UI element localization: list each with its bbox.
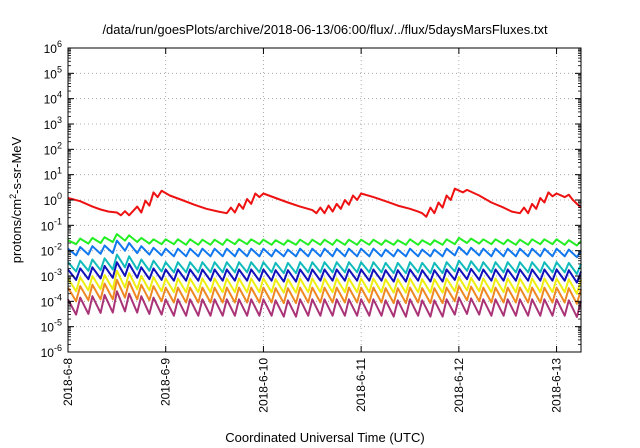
y-tick-label-exp: 5: [57, 64, 62, 74]
y-tick-label: 103: [44, 115, 62, 132]
series-line-8: [67, 290, 582, 318]
y-tick-label: 106: [44, 39, 62, 56]
y-tick-label-exp: -5: [54, 318, 62, 328]
y-tick-label-exp: 4: [57, 90, 62, 100]
x-tick-label: 2018-6-13: [550, 358, 564, 413]
y-tick-label-base: 10: [44, 194, 58, 208]
x-tick-label: 2018-6-10: [256, 358, 270, 413]
y-tick-label: 10-5: [41, 318, 62, 335]
y-tick-label-exp: 0: [57, 191, 62, 201]
y-tick-label-exp: -3: [54, 267, 62, 277]
x-tick-labels: 2018-6-8 2018-6-9 2018-6-10 2018-6-11 2018-6…: [61, 358, 564, 413]
y-tick-label: 102: [44, 140, 62, 157]
y-tick-label-base: 10: [44, 42, 58, 56]
x-tick-label: 2018-6-12: [452, 358, 466, 413]
y-axis-label: protons/cm2-s-sr-MeV: [8, 136, 24, 263]
series-line-5: [67, 261, 582, 284]
y-tick-label: 10-3: [41, 267, 62, 284]
y-tick-label-exp: -6: [54, 343, 62, 353]
y-tick-label-base: 10: [44, 67, 58, 81]
y-tick-label-base: 10: [41, 295, 55, 309]
y-tick-label-base: 10: [44, 118, 58, 132]
y-tick-label-exp: 3: [57, 115, 62, 125]
y-axis-label-sup: 2: [8, 194, 18, 199]
y-tick-label: 10-4: [41, 292, 62, 309]
y-tick-label-exp: -4: [54, 292, 62, 302]
y-tick-label-base: 10: [41, 270, 55, 284]
series-line-1: [67, 187, 582, 218]
y-tick-label-base: 10: [44, 93, 58, 107]
series-line-4: [67, 253, 582, 275]
y-axis-label-base: protons/cm: [9, 199, 24, 263]
y-tick-label: 101: [44, 166, 62, 183]
chart-title: /data/run/goesPlots/archive/2018-06-13/0…: [102, 22, 548, 37]
series-line-6: [67, 269, 582, 295]
x-tick-label: 2018-6-8: [61, 358, 75, 406]
y-tick-label-base: 10: [44, 169, 58, 183]
series-layer: [67, 187, 582, 318]
y-tick-label: 10-1: [41, 216, 62, 233]
y-axis-label-rest: -s-sr-MeV: [9, 136, 24, 193]
x-tick-label: 2018-6-11: [354, 358, 368, 412]
y-tick-label: 105: [44, 64, 62, 81]
y-tick-labels: 10-610-510-410-310-210-11001011021031041…: [41, 39, 62, 360]
y-tick-label-base: 10: [41, 219, 55, 233]
axis-ticks: [67, 47, 581, 353]
y-tick-label-exp: -2: [54, 242, 62, 252]
y-tick-label: 10-2: [41, 242, 62, 259]
y-tick-label-exp: 2: [57, 140, 62, 150]
y-tick-label: 104: [44, 90, 62, 107]
y-tick-label-base: 10: [41, 245, 55, 259]
x-tick-label: 2018-6-9: [159, 358, 173, 406]
series-line-7: [67, 278, 582, 305]
y-tick-label-exp: 6: [57, 39, 62, 49]
y-tick-label-base: 10: [44, 143, 58, 157]
series-line-3: [67, 239, 582, 259]
series-line-2: [67, 233, 582, 247]
y-tick-label-exp: 1: [57, 166, 62, 176]
y-tick-label-base: 10: [41, 321, 55, 335]
x-axis-label: Coordinated Universal Time (UTC): [225, 430, 424, 445]
y-tick-label: 100: [44, 191, 62, 208]
y-tick-label: 10-6: [41, 343, 62, 360]
y-tick-label-exp: -1: [54, 216, 62, 226]
y-tick-label-base: 10: [41, 346, 55, 360]
